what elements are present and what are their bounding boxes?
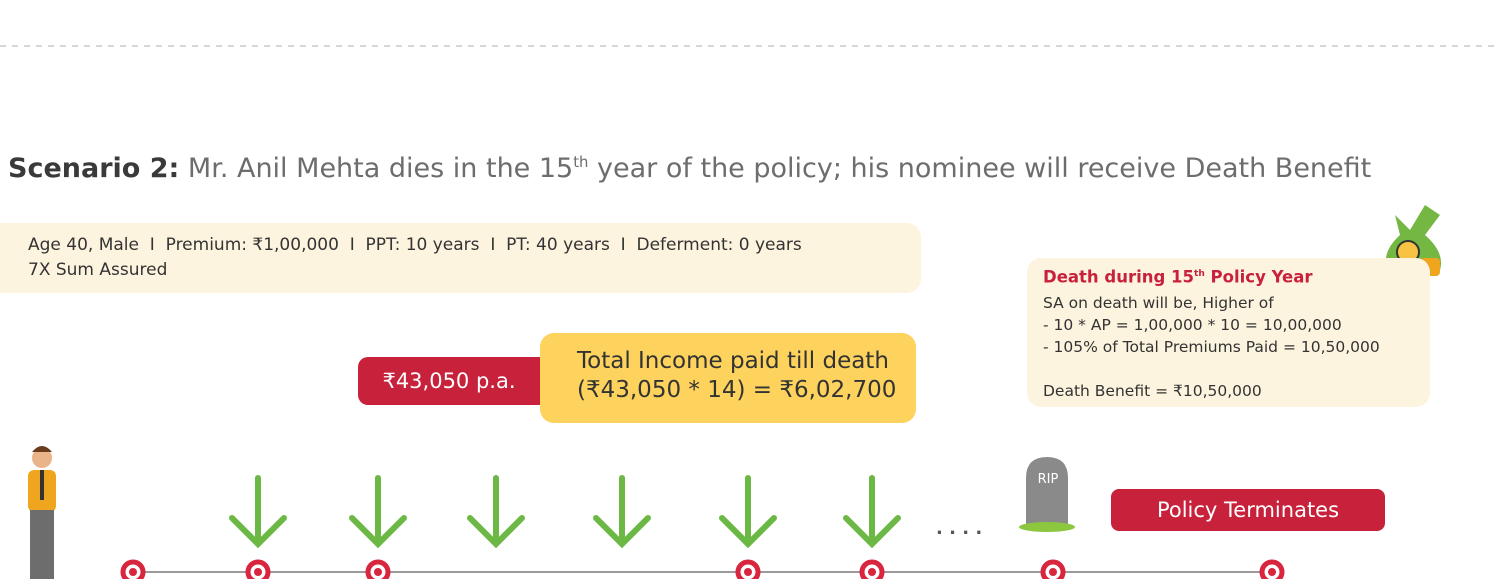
scenario-text: year of the policy; his nominee will rec… [588,153,1372,184]
details-box: Age 40, Male I Premium: ₹1,00,000 I PPT:… [0,223,921,293]
death-title: Death during 15th Policy Year [1043,260,1430,292]
details-line: Age 40, Male I Premium: ₹1,00,000 I PPT:… [28,235,802,255]
death-title-text: Death during 15 [1043,267,1195,287]
scenario-text: Mr. Anil Mehta dies in the 15 [179,153,574,184]
income-arrows [229,475,901,549]
death-line: Death Benefit = ₹10,50,000 [1043,381,1262,400]
income-formula: (₹43,050 * 14) = ₹6,02,700 [577,377,897,403]
tombstone-label: RIP [1037,472,1059,487]
details-line: 7X Sum Assured [28,260,168,280]
timeline-dots [129,568,1276,576]
scenario-sup: th [573,153,589,171]
death-line: - 10 * AP = 1,00,000 * 10 = 10,00,000 [1043,315,1342,334]
death-title-text: Policy Year [1204,267,1313,287]
death-line: SA on death will be, Higher of [1043,293,1274,312]
death-box: Death during 15th Policy Year SA on deat… [1027,258,1430,407]
ellipsis: . . . . [936,518,983,539]
income-box: Total Income paid till death (₹43,050 * 1… [540,333,916,423]
policy-status: Policy Terminates [1111,489,1385,531]
income-title: Total Income paid till death [577,348,889,374]
death-line: - 105% of Total Premiums Paid = 10,50,00… [1043,337,1380,356]
scenario-label: Scenario 2: [8,153,180,184]
person [28,446,56,579]
death-title-sup: th [1194,269,1205,279]
annual-income: ₹43,050 p.a. [358,357,540,405]
timeline-nodes [120,559,1285,579]
tombstone [1019,457,1075,532]
scenario-heading: Scenario 2: Mr. Anil Mehta dies in the 1… [8,153,1494,184]
